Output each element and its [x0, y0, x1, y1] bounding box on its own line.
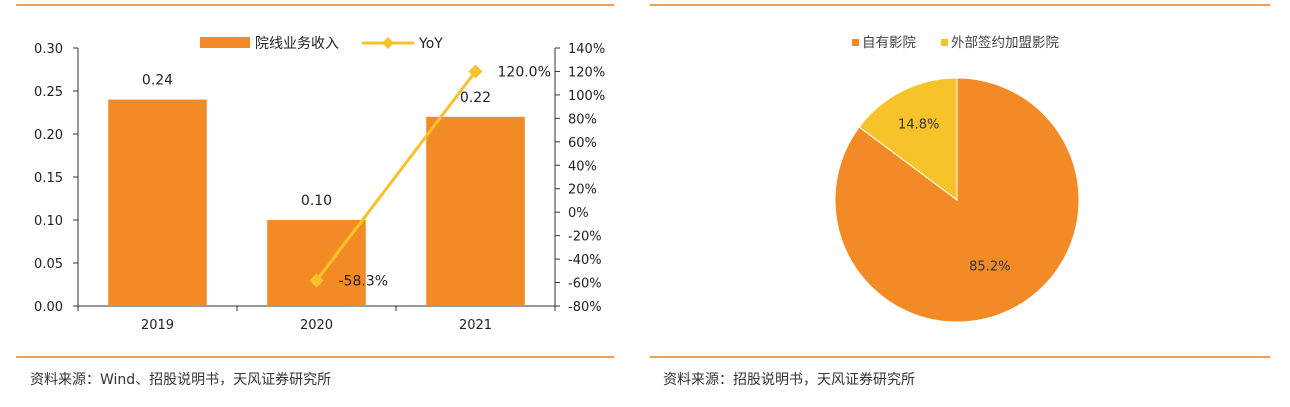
bar [267, 220, 366, 306]
left-y-tick-label: 0.10 [34, 214, 63, 229]
left-y-tick-label: 0.25 [34, 85, 63, 100]
right-bottom-rule [650, 356, 1270, 358]
yoy-data-label: 120.0% [498, 64, 551, 80]
right-y-tick-label: -40% [568, 253, 602, 268]
yoy-point [309, 273, 324, 288]
right-y-tick-label: 80% [568, 112, 597, 127]
right-top-rule [650, 4, 1270, 6]
legend-label: 外部签约加盟影院 [951, 34, 1059, 51]
legend-swatch [852, 39, 859, 46]
legend-label: 自有影院 [862, 35, 916, 51]
left-source-note: 资料来源：Wind、招股说明书，天风证券研究所 [30, 372, 332, 388]
right-y-tick-label: 20% [568, 183, 597, 198]
left-y-tick-label: 0.05 [34, 257, 63, 272]
pie-data-label: 14.8% [898, 118, 939, 133]
bar-data-label: 0.10 [301, 193, 332, 209]
legend-swatch [941, 39, 948, 46]
yoy-point [468, 64, 483, 79]
combo-bar-line-chart: 0.00 0.05 0.10 0.15 0.20 0.25 0.30 -80% -60% -40%… [34, 36, 605, 333]
legend-label-bar: 院线业务收入 [255, 36, 339, 52]
pie-chart: 自有影院 外部签约加盟影院 85.2% 14.8% [834, 34, 1080, 323]
left-y-tick-label: 0.20 [34, 128, 63, 143]
bar [426, 116, 525, 306]
left-y-tick-label: 0.00 [34, 300, 63, 315]
left-top-rule [16, 4, 614, 6]
legend-label-line: YoY [418, 36, 443, 52]
left-bottom-rule [16, 356, 614, 358]
right-y-tick-label: 40% [568, 159, 597, 174]
x-tick-label: 2020 [300, 318, 333, 333]
right-y-tick-label: 60% [568, 136, 597, 151]
chart-axes: 0.00 0.05 0.10 0.15 0.20 0.25 0.30 -80% -60% -40%… [34, 42, 605, 333]
right-y-tick-label: -20% [568, 230, 602, 245]
pie-slices: 85.2% 14.8% [834, 77, 1080, 323]
yoy-data-label: -58.3% [339, 274, 389, 290]
chart-legend: 院线业务收入 YoY [200, 36, 443, 52]
pie-data-label: 85.2% [969, 259, 1010, 274]
x-tick-label: 2021 [459, 318, 492, 333]
x-tick-label: 2019 [141, 318, 174, 333]
left-y-tick-label: 0.15 [34, 171, 63, 186]
bar-data-label: 0.22 [460, 90, 491, 106]
right-y-tick-label: -60% [568, 277, 602, 292]
bar-data-label: 0.24 [142, 73, 173, 89]
yoy-line-series: -58.3% 120.0% [309, 64, 551, 290]
right-y-tick-label: 140% [568, 42, 605, 57]
bar [108, 99, 207, 306]
bar-series: 0.24 0.10 0.22 [108, 73, 525, 306]
pie-slice [858, 77, 958, 201]
right-y-tick-label: 0% [568, 206, 589, 221]
yoy-line [315, 70, 477, 282]
right-y-tick-label: 100% [568, 89, 605, 104]
right-y-tick-label: 120% [568, 65, 605, 80]
legend-swatch-marker [382, 37, 394, 49]
right-source-note: 资料来源：招股说明书，天风证券研究所 [663, 372, 915, 388]
left-y-tick-label: 0.30 [34, 42, 63, 57]
legend-swatch-bar [200, 37, 250, 48]
pie-legend: 自有影院 外部签约加盟影院 [852, 34, 1059, 51]
right-y-tick-label: -80% [568, 300, 602, 315]
